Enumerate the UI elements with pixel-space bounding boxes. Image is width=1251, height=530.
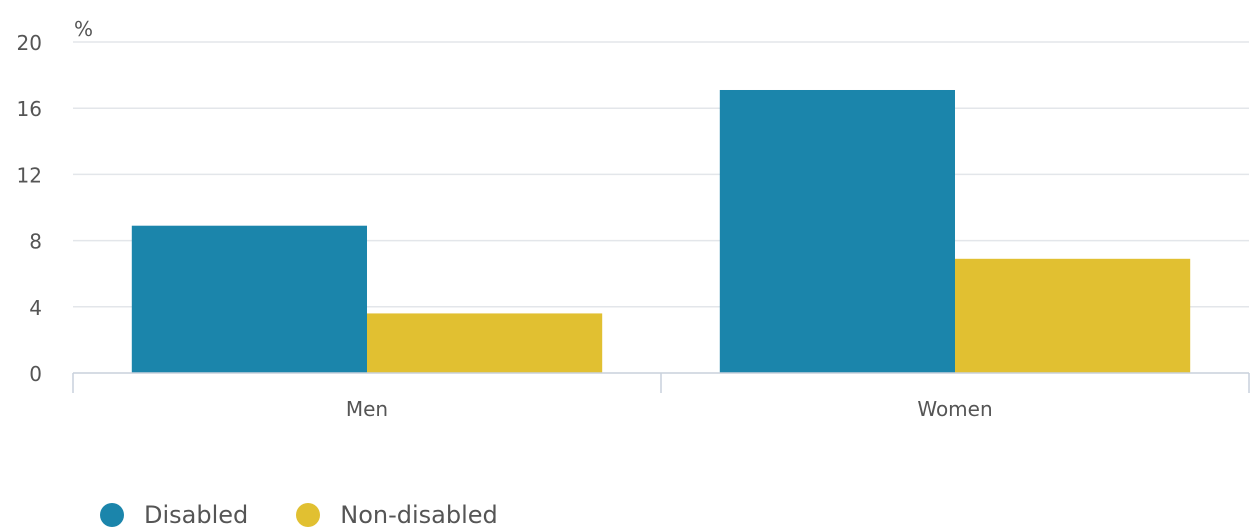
y-tick-label: 8: [29, 230, 42, 254]
x-tick-label: Men: [346, 397, 388, 421]
legend-label-disabled: Disabled: [144, 501, 249, 529]
legend-label-non-disabled: Non-disabled: [340, 501, 498, 529]
bar-disabled-men[interactable]: [131, 225, 367, 373]
x-axis: Men Women: [72, 372, 1250, 421]
bar-disabled-women[interactable]: [719, 89, 955, 374]
legend-item-non-disabled[interactable]: Non-disabled: [296, 501, 498, 529]
y-tick-label: 0: [29, 362, 42, 386]
y-axis: % 0 4 8 12 16 20: [17, 17, 93, 386]
legend-item-disabled[interactable]: Disabled: [100, 501, 248, 529]
y-tick-label: 4: [29, 296, 42, 320]
bar-non-disabled-women[interactable]: [955, 258, 1191, 373]
bar-non-disabled-men[interactable]: [367, 313, 603, 373]
bar-chart: % 0 4 8 12 16 20 Men Women: [17, 17, 1250, 421]
y-tick-label: 12: [17, 163, 42, 187]
y-tick-label: 16: [17, 97, 42, 121]
bars: [131, 89, 1191, 374]
legend-marker-non-disabled: [296, 503, 321, 527]
legend-marker-disabled: [100, 503, 124, 527]
legend: Disabled Non-disabled: [100, 500, 498, 530]
y-axis-unit-label: %: [74, 17, 93, 41]
x-tick-label: Women: [917, 397, 992, 421]
y-tick-label: 20: [17, 31, 42, 55]
